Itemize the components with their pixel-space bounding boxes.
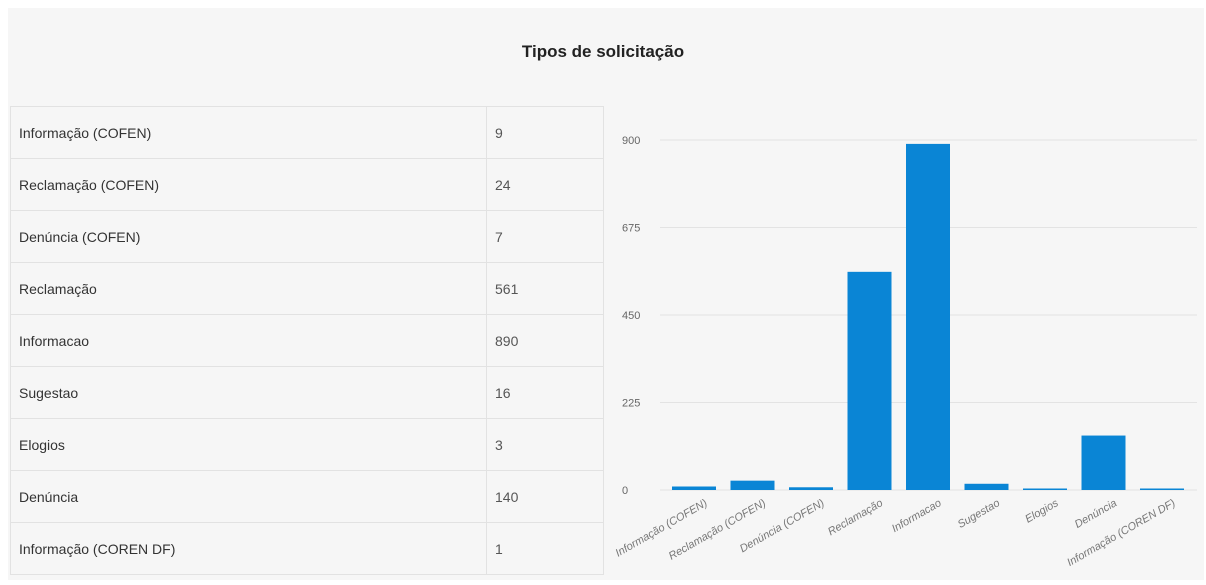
row-label: Reclamação (COFEN) [10, 158, 487, 211]
x-tick-label: Reclamação [826, 497, 885, 538]
row-value: 16 [486, 366, 604, 419]
y-tick-label: 0 [622, 485, 628, 497]
table-row: Denúncia (COFEN) 7 [10, 210, 604, 263]
row-label: Denúncia (COFEN) [10, 210, 487, 263]
x-tick-label: Informação (COREN DF) [1065, 497, 1178, 569]
data-table: Informação (COFEN) 9 Reclamação (COFEN) 24… [10, 106, 604, 575]
row-label: Denúncia [10, 470, 487, 523]
y-tick-label: 675 [622, 223, 640, 235]
x-tick-label: Reclamação (COFEN) [667, 497, 769, 563]
table-row: Denúncia 140 [10, 470, 604, 523]
page-title: Tipos de solicitação [521, 42, 685, 61]
table-row: Informação (COREN DF) 1 [10, 522, 604, 575]
bar[interactable] [906, 143, 950, 490]
row-label: Elogios [10, 418, 487, 471]
bar[interactable] [789, 487, 833, 490]
bar[interactable] [730, 480, 775, 490]
table-row: Reclamação 561 [10, 262, 604, 315]
table-row: Sugestao 16 [10, 366, 604, 419]
x-tick-label: Elogios [1023, 497, 1061, 526]
x-tick-label: Informacao [890, 497, 944, 535]
row-value: 561 [486, 262, 604, 315]
bar[interactable] [964, 483, 1009, 490]
bar[interactable] [1140, 488, 1184, 491]
x-tick-label: Denúncia [1073, 497, 1119, 531]
row-label: Reclamação [10, 262, 487, 315]
bar[interactable] [1081, 435, 1126, 490]
row-value: 24 [486, 158, 604, 211]
x-tick-label: Informação (COFEN) [614, 497, 710, 560]
y-tick-label: 900 [622, 135, 640, 147]
chart-x-labels: Informação (COFEN)Reclamação (COFEN) Denú… [614, 497, 1178, 569]
row-label: Informação (COFEN) [10, 106, 487, 159]
row-value: 7 [486, 210, 604, 263]
table-row: Reclamação (COFEN) 24 [10, 158, 604, 211]
bar[interactable] [1023, 488, 1067, 491]
row-value: 3 [486, 418, 604, 471]
bar[interactable] [672, 486, 716, 491]
table-row: Informacao 890 [10, 314, 604, 367]
bar[interactable] [847, 271, 892, 490]
table-row: Elogios 3 [10, 418, 604, 471]
row-value: 1 [486, 522, 604, 575]
y-tick-label: 450 [622, 310, 640, 322]
x-tick-label: Sugestao [956, 497, 1002, 531]
row-value: 890 [486, 314, 604, 367]
row-label: Informação (COREN DF) [10, 522, 487, 575]
row-label: Sugestao [10, 366, 487, 419]
table-row: Informação (COFEN) 9 [10, 106, 604, 159]
row-label: Informacao [10, 314, 487, 367]
chart-bars [672, 143, 1184, 491]
row-value: 140 [486, 470, 604, 523]
y-tick-label: 225 [622, 398, 640, 410]
row-value: 9 [486, 106, 604, 159]
